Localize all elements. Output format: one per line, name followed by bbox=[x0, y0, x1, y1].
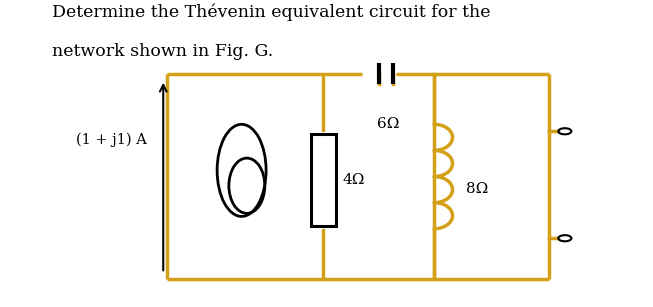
Text: 8Ω: 8Ω bbox=[466, 182, 488, 196]
Text: 4Ω: 4Ω bbox=[342, 173, 364, 187]
Text: (1 + j1) A: (1 + j1) A bbox=[76, 133, 147, 147]
Text: 6Ω: 6Ω bbox=[377, 117, 400, 131]
Text: network shown in Fig. G.: network shown in Fig. G. bbox=[52, 43, 274, 60]
Text: Determine the Thévenin equivalent circuit for the: Determine the Thévenin equivalent circui… bbox=[52, 3, 491, 21]
Bar bbox=[311, 134, 336, 226]
